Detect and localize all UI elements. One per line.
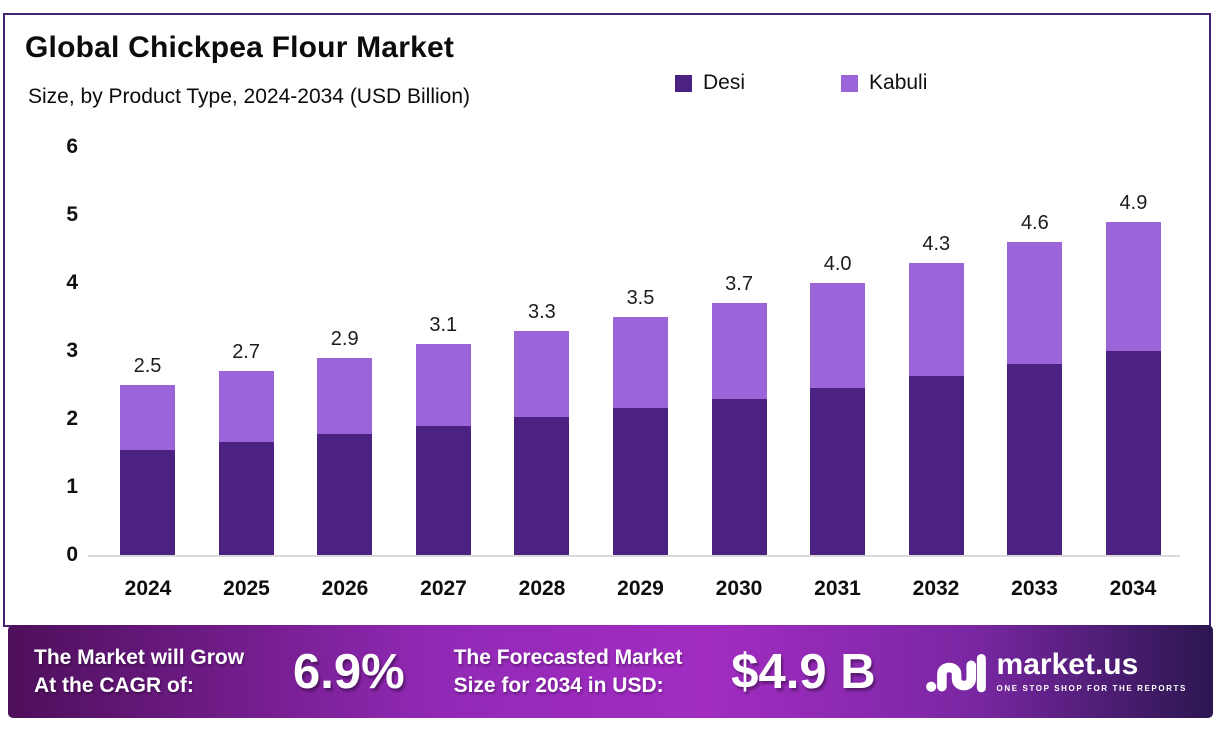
x-tick-label: 2029	[617, 577, 664, 600]
bar-group-2029: 3.5	[612, 287, 668, 555]
bar-total-label: 4.0	[823, 253, 852, 276]
bar-segment-kabuli	[218, 371, 274, 443]
forecast-caption: The Forecasted Market Size for 2034 in U…	[454, 644, 683, 699]
x-tick-label: 2031	[814, 577, 861, 600]
bar-segment-kabuli	[908, 262, 964, 377]
y-tick-label: 2	[66, 407, 78, 430]
bar-group-2031: 4.0	[810, 253, 866, 555]
legend: Desi Kabuli	[675, 71, 927, 95]
chart-card: Global Chickpea Flour Market Size, by Pr…	[3, 13, 1211, 627]
cagr-value: 6.9%	[292, 644, 405, 699]
bar-total-label: 3.3	[527, 300, 556, 323]
legend-swatch-desi-icon	[675, 74, 692, 92]
market-us-logo-icon	[925, 653, 986, 692]
bar-group-2028: 3.3	[514, 300, 570, 555]
legend-item-desi: Desi	[675, 71, 745, 95]
bar-segment-desi	[1105, 351, 1161, 555]
cagr-caption: The Market will Grow At the CAGR of:	[34, 644, 244, 699]
forecast-caption-line2: Size for 2034 in USD:	[453, 673, 664, 697]
bar-group-2030: 3.7	[711, 273, 767, 555]
y-tick-label: 6	[66, 135, 78, 158]
bar-group-2024: 2.5	[120, 355, 175, 555]
x-tick-label: 2032	[912, 577, 960, 600]
x-tick-label: 2034	[1109, 577, 1157, 600]
bar-total-label: 4.6	[1020, 212, 1049, 235]
brand-lockup: market.us ONE STOP SHOP FOR THE REPORTS	[925, 645, 1187, 699]
bar-segment-kabuli	[711, 303, 767, 399]
bar-segment-kabuli	[415, 344, 471, 426]
y-tick-label: 3	[66, 339, 78, 362]
bar-segment-kabuli	[317, 357, 373, 434]
bar-total-label: 2.7	[232, 341, 260, 364]
legend-item-kabuli: Kabuli	[841, 71, 927, 95]
bar-segment-kabuli	[120, 385, 175, 450]
bar-segment-desi	[711, 398, 767, 555]
x-tick-label: 2028	[518, 577, 566, 600]
legend-label-kabuli: Kabuli	[869, 71, 928, 94]
forecast-value: $4.9 B	[731, 644, 876, 699]
x-axis-labels: 2024 2025 2026 2027 2028 2029 2030 2031 2032 2033…	[120, 577, 1161, 601]
x-tick-label: 2024	[124, 577, 172, 600]
y-tick-label: 0	[66, 543, 78, 566]
bar-total-label: 2.9	[330, 327, 359, 350]
bar-total-label: 2.5	[133, 355, 162, 378]
bar-group-2034: 4.9	[1105, 191, 1161, 555]
y-tick-label: 5	[66, 203, 78, 226]
bar-total-label: 4.3	[922, 232, 951, 255]
brand-text: market.us ONE STOP SHOP FOR THE REPORTS	[996, 648, 1187, 694]
y-tick-label: 1	[66, 475, 78, 498]
bar-group-2025: 2.7	[218, 341, 274, 555]
bar-group-2026: 2.9	[317, 327, 373, 555]
bar-segment-kabuli	[514, 330, 570, 417]
bar-segment-desi	[317, 433, 373, 555]
footer-banner: The Market will Grow At the CAGR of: 6.9…	[8, 625, 1213, 718]
forecast-caption-line1: The Forecasted Market	[453, 646, 683, 670]
bar-segment-desi	[415, 425, 471, 555]
bar-segment-desi	[120, 449, 175, 555]
bar-group-2032: 4.3	[908, 232, 964, 555]
bar-group-2027: 3.1	[415, 314, 471, 555]
bar-segment-desi	[810, 387, 866, 555]
bar-total-label: 3.7	[725, 273, 753, 296]
cagr-caption-line2: At the CAGR of:	[34, 673, 194, 697]
chart-subtitle: Size, by Product Type, 2024-2034 (USD Bi…	[28, 85, 471, 108]
bar-segment-kabuli	[810, 283, 866, 388]
x-tick-label: 2025	[223, 577, 270, 600]
x-tick-label: 2026	[321, 577, 369, 600]
bar-segment-kabuli	[612, 317, 668, 409]
bar-segment-kabuli	[1007, 242, 1063, 364]
bar-segment-kabuli	[1105, 221, 1161, 351]
chart-title: Global Chickpea Flour Market	[25, 31, 455, 64]
x-tick-label: 2027	[420, 577, 467, 600]
brand-name: market.us	[996, 648, 1139, 681]
brand-tagline: ONE STOP SHOP FOR THE REPORTS	[996, 684, 1187, 693]
legend-swatch-kabuli-icon	[841, 74, 859, 92]
x-tick-label: 2033	[1011, 577, 1058, 600]
bar-group-2033: 4.6	[1007, 212, 1063, 555]
bars: 2.5 2.7 2.9 3.1 3.3 3.5 3.7 4.0 4.3 4.6 4.9	[120, 147, 1161, 555]
y-tick-label: 4	[66, 271, 78, 294]
x-tick-label: 2030	[715, 577, 763, 600]
bar-segment-desi	[908, 376, 964, 555]
bar-segment-desi	[514, 416, 570, 555]
bar-total-label: 3.1	[429, 314, 458, 337]
y-axis: 0 1 2 3 4 5 6	[33, 135, 78, 566]
x-axis-line	[88, 555, 1180, 557]
bar-total-label: 3.5	[626, 287, 655, 310]
cagr-caption-line1: The Market will Grow	[34, 646, 245, 670]
bar-segment-desi	[1007, 363, 1063, 555]
bar-segment-desi	[612, 408, 668, 555]
bar-total-label: 4.9	[1119, 191, 1148, 214]
bar-segment-desi	[218, 442, 274, 555]
legend-label-desi: Desi	[703, 71, 746, 94]
